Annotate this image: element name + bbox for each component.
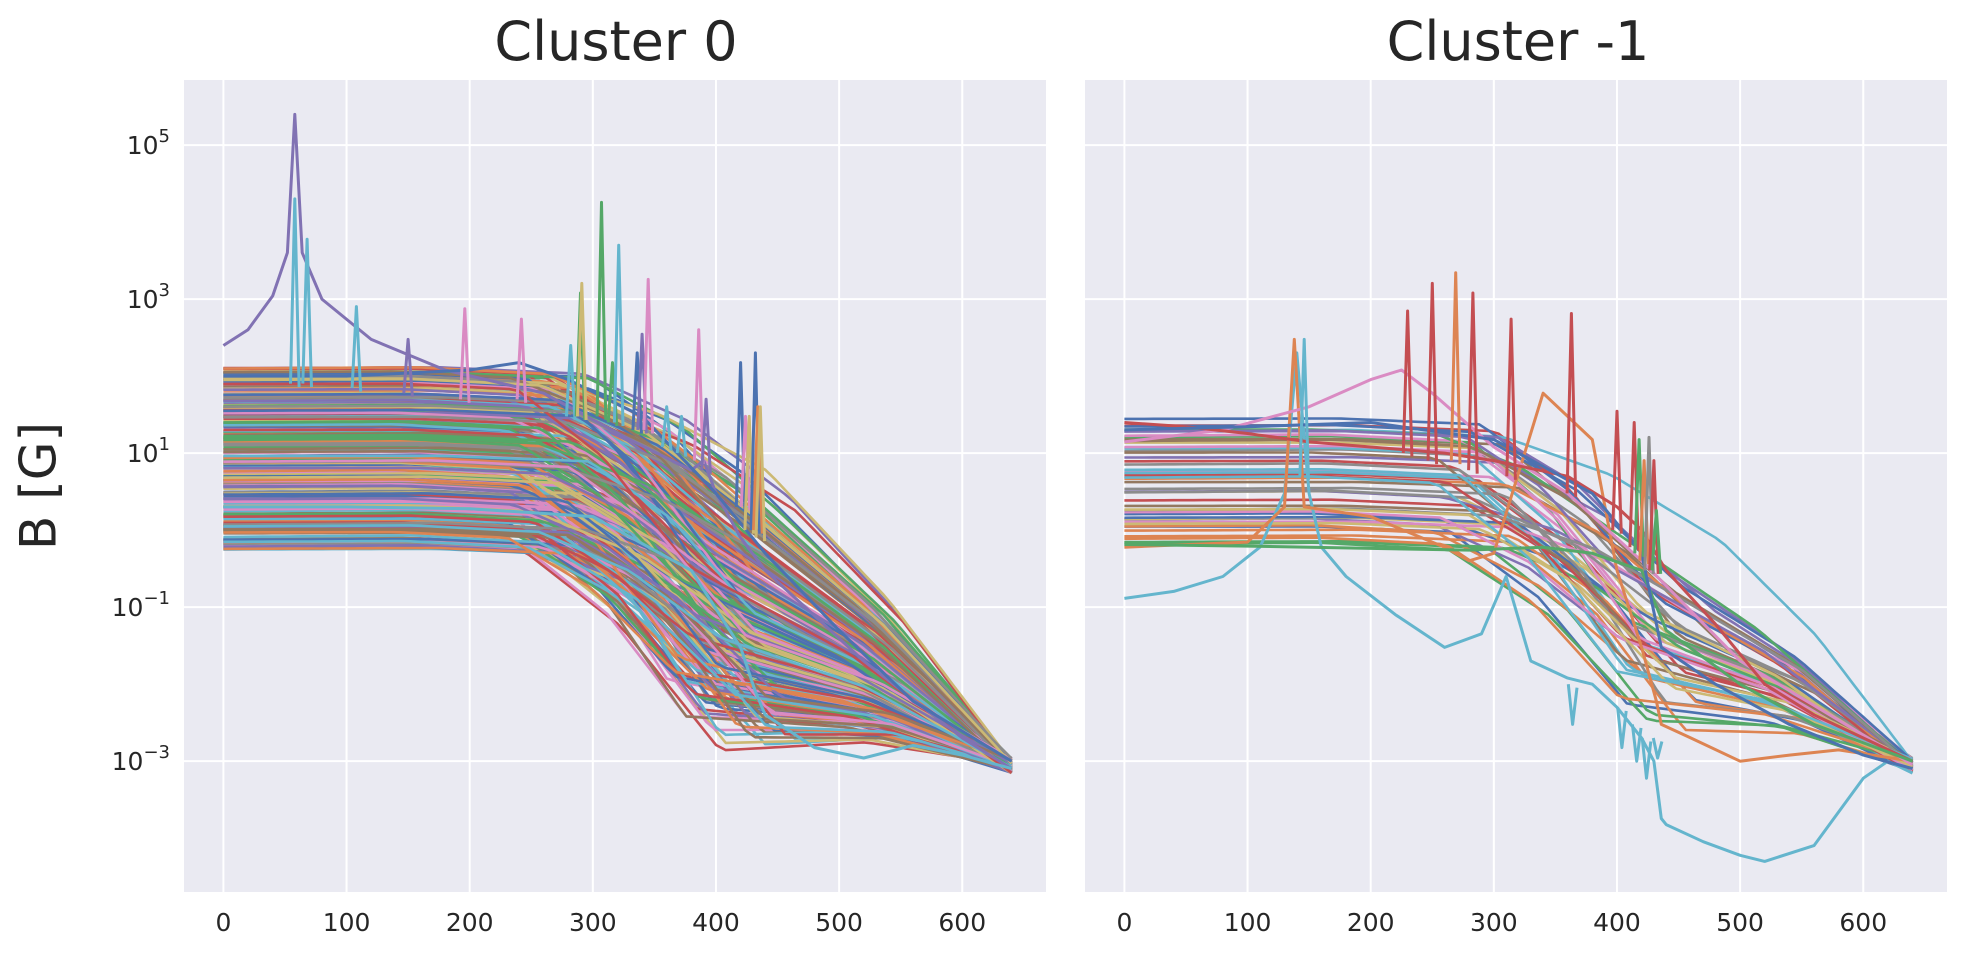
series-line	[223, 534, 1012, 770]
series-line	[1124, 486, 1913, 763]
series-spike	[1505, 317, 1517, 480]
series-line	[1124, 541, 1913, 763]
series-line	[1124, 444, 1914, 771]
x-tick-label: 100	[323, 908, 371, 937]
series-spike	[1650, 509, 1663, 575]
series-spike	[700, 397, 712, 474]
y-tick-label: 105	[127, 126, 170, 160]
x-tick-label: 100	[1224, 908, 1272, 937]
series-spike	[1640, 737, 1653, 780]
series-spike	[754, 405, 767, 542]
series-spike	[459, 307, 471, 403]
x-tick-label: 400	[692, 908, 740, 937]
series-group	[1124, 271, 1914, 863]
y-tick-label: 10−3	[112, 742, 170, 776]
series-line	[223, 420, 1013, 773]
series-spike	[675, 414, 688, 457]
series-spike	[1566, 684, 1579, 726]
series-spike	[564, 344, 577, 420]
series-spike	[1611, 409, 1623, 534]
x-tick-label: 0	[1116, 908, 1132, 937]
x-tick-label: 200	[1347, 908, 1395, 937]
series-spike	[1467, 291, 1479, 474]
series-line	[1124, 489, 1914, 765]
series-line-highlight	[1124, 543, 1914, 763]
series-line	[223, 524, 1013, 769]
series-line	[223, 398, 1013, 767]
x-tick-label: 500	[1716, 908, 1764, 937]
x-tick-label: 300	[1470, 908, 1518, 937]
series-spike	[739, 414, 752, 511]
series-spike	[660, 405, 673, 451]
series-line	[1124, 441, 1914, 774]
series-line-highlight	[1124, 368, 1914, 766]
series-spike	[612, 243, 625, 427]
series-line	[1124, 510, 1914, 772]
series-spike	[692, 328, 705, 465]
series-line	[223, 434, 1013, 770]
series-spike	[289, 197, 301, 388]
series-spike	[1651, 737, 1664, 760]
series-line	[223, 517, 1012, 770]
series-line	[223, 530, 1012, 762]
x-tick-label: 400	[1593, 908, 1641, 937]
series-spike	[1298, 337, 1310, 480]
chart-title-cluster-neg1: Cluster -1	[1387, 10, 1650, 73]
series-spike	[595, 200, 608, 420]
y-tick-label: 10−1	[112, 588, 170, 622]
series-spike	[1616, 707, 1628, 750]
series-line	[1124, 480, 1914, 771]
series-line	[223, 497, 1013, 765]
series-spike	[301, 237, 313, 388]
x-tick-label: 500	[815, 908, 863, 937]
series-spike	[575, 281, 588, 420]
series-line	[223, 382, 1013, 774]
series-spike	[642, 277, 655, 434]
chart-title-cluster-0: Cluster 0	[494, 10, 737, 73]
series-spike	[515, 317, 528, 403]
series-line	[223, 492, 1013, 763]
y-axis-label: B [G]	[10, 422, 68, 550]
series-group	[222, 112, 1013, 775]
series-line	[223, 459, 1013, 761]
x-tick-label: 0	[215, 908, 231, 937]
series-spike	[402, 337, 414, 397]
series-line-highlight	[1124, 421, 1914, 763]
x-tick-label: 300	[569, 908, 617, 937]
series-line-highlight	[222, 112, 1013, 770]
series-line-highlight	[223, 505, 1012, 771]
series-spike	[1449, 271, 1462, 465]
x-tick-label: 600	[938, 908, 986, 937]
series-line	[223, 376, 1013, 763]
series-spike	[350, 305, 363, 392]
x-tick-label: 600	[1839, 908, 1887, 937]
y-tick-label: 103	[127, 280, 170, 314]
series-line	[1124, 539, 1914, 773]
series-spike	[1426, 281, 1439, 465]
series-spike	[1401, 309, 1414, 457]
chart-panel-cluster-neg1: Cluster -1 0 100 200 300 400 500 600	[1085, 10, 1947, 937]
x-tick-label: 200	[446, 908, 494, 937]
series-spike	[1565, 312, 1578, 497]
series-line	[223, 437, 1013, 767]
series-spike	[1630, 724, 1643, 763]
series-line-highlight	[223, 361, 1013, 763]
chart-panel-cluster-0: Cluster 0 0 100 200 300 400 500 600 105 103 101 10…	[112, 10, 1046, 937]
y-tick-label: 101	[127, 434, 170, 468]
series-spike	[752, 405, 764, 534]
